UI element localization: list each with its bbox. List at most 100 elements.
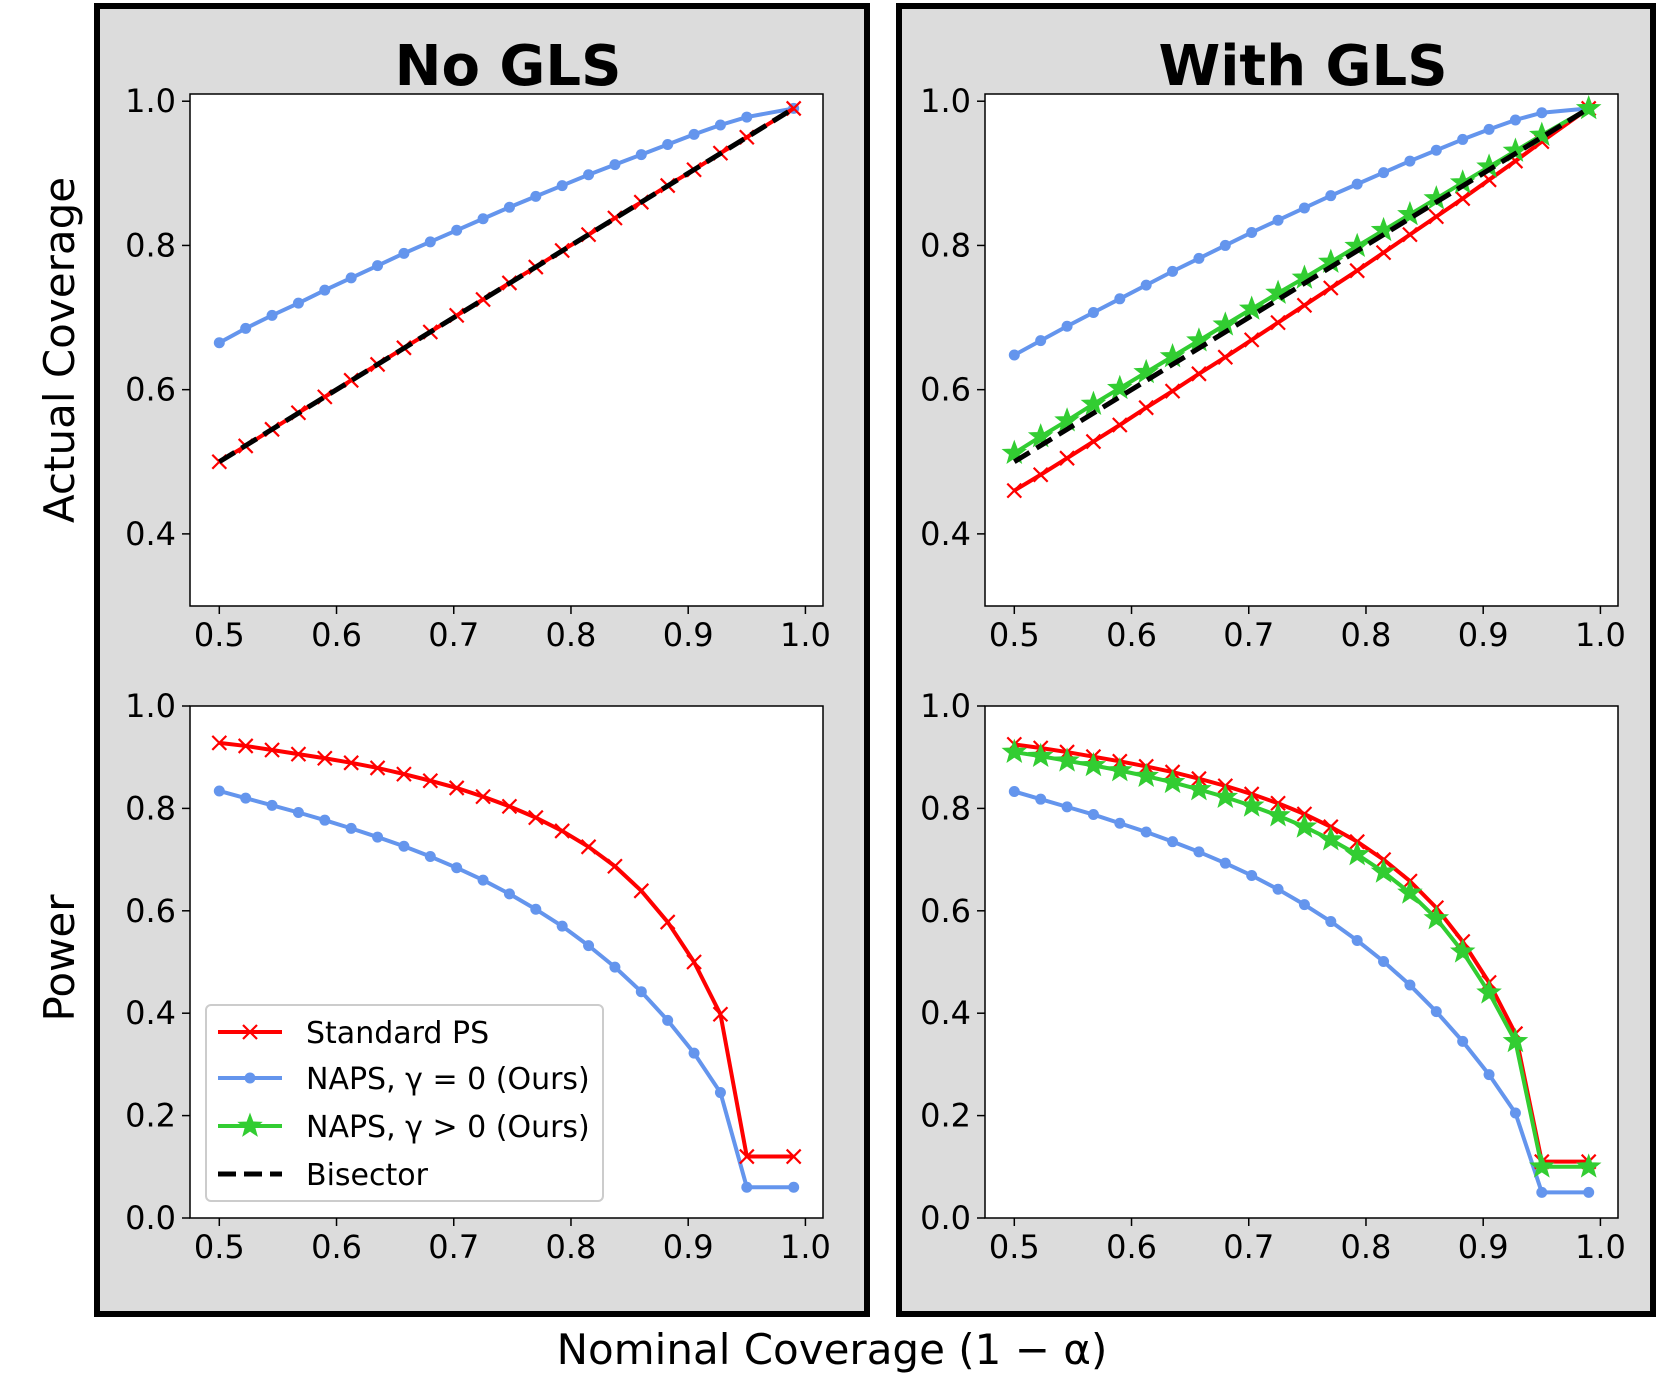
data-point-naps0: [1035, 793, 1047, 805]
x-tick-label: 1.0: [780, 1228, 831, 1266]
x-tick-label: 0.6: [1106, 1228, 1157, 1266]
data-point-standard: [712, 1006, 729, 1022]
data-point-standard: [1032, 466, 1049, 483]
legend-label-bisector: Bisector: [306, 1158, 429, 1193]
series-bisector: [1013, 106, 1590, 464]
x-tick-label: 0.5: [194, 616, 245, 654]
data-point-naps0: [292, 806, 304, 818]
series-line-standard: [219, 740, 794, 1159]
ylabel-power: Power: [35, 894, 84, 1022]
data-point-standard: [396, 766, 412, 782]
y-tick-label: 1.0: [920, 82, 971, 120]
data-point-standard: [1112, 417, 1128, 433]
data-point-naps0: [609, 159, 621, 171]
data-point-napsg: [1449, 938, 1476, 963]
x-tick-label: 0.5: [194, 1228, 245, 1266]
x-tick-label: 0.5: [989, 1228, 1040, 1266]
data-point-naps0: [609, 961, 621, 973]
data-point-naps0: [213, 785, 225, 797]
data-point-standard: [1006, 482, 1023, 499]
data-point-napsg: [1027, 423, 1054, 448]
xlabel-nominal-coverage: Nominal Coverage (1 − α): [557, 1325, 1108, 1374]
series-standard: [211, 735, 802, 1165]
axes-frame: [984, 705, 1619, 1219]
data-point-standard: [528, 809, 544, 826]
data-point-standard: [1059, 450, 1075, 466]
data-point-naps0: [477, 874, 489, 886]
legend-entry-naps0: NAPS, γ = 0 (Ours): [218, 1062, 590, 1097]
data-point-napsg: [1370, 858, 1397, 883]
data-point-napsg: [1265, 279, 1291, 304]
data-point-napsg: [1397, 879, 1423, 904]
data-point-naps0: [1536, 107, 1548, 119]
data-point-naps0: [1061, 320, 1073, 332]
x-tick-label: 0.9: [663, 616, 714, 654]
data-point-standard: [317, 750, 333, 767]
data-point-standard: [1243, 332, 1260, 348]
x-tick-label: 0.8: [546, 616, 597, 654]
series-line-napsg: [1014, 750, 1589, 1169]
data-point-napsg: [1423, 905, 1450, 930]
x-tick-label: 0.8: [546, 1228, 597, 1266]
data-point-naps0: [398, 840, 410, 852]
series-line-bisector: [1013, 106, 1590, 464]
data-point-napsg: [1265, 802, 1291, 827]
axes-coverage-no-gls: 0.5 0.6 0.7 0.8 0.9 1.0 0.4 0.6 0.8 1.0: [125, 82, 831, 654]
data-point-napsg: [1502, 1027, 1529, 1053]
data-point-napsg: [1238, 295, 1265, 320]
data-point-napsg: [1476, 979, 1502, 1004]
data-point-naps0: [635, 986, 647, 998]
legend-label-naps0: NAPS, γ = 0 (Ours): [306, 1062, 590, 1097]
data-point-naps0: [1325, 190, 1337, 202]
data-point-naps0: [635, 149, 647, 161]
x-tick-label: 0.6: [311, 1228, 362, 1266]
y-tick-label: 0.0: [125, 1199, 176, 1237]
data-point-standard: [580, 839, 597, 855]
data-point-napsg: [1027, 742, 1054, 768]
panel-title-with-gls: With GLS: [1158, 34, 1447, 99]
data-point-naps0: [1457, 1035, 1469, 1047]
data-point-standard: [633, 883, 650, 899]
data-point-standard: [1349, 262, 1365, 279]
data-point-napsg: [1159, 768, 1186, 794]
y-tick-label: 0.4: [920, 994, 971, 1032]
series-line-standard: [1014, 742, 1589, 1164]
data-point-naps0: [741, 111, 753, 123]
data-point-naps0: [240, 792, 252, 804]
data-point-naps0: [1167, 265, 1179, 277]
data-point-naps0: [319, 814, 331, 826]
data-point-naps0: [1008, 786, 1020, 798]
data-point-naps0: [1378, 955, 1390, 967]
data-point-naps0: [503, 201, 515, 213]
data-point-naps0: [451, 224, 463, 236]
series-naps0: [213, 102, 800, 349]
data-point-napsg: [1575, 1153, 1602, 1178]
series-line-standard: [1013, 106, 1590, 493]
data-point-naps0: [1378, 167, 1390, 179]
data-point-napsg: [1318, 826, 1344, 851]
y-tick-label: 1.0: [125, 687, 176, 725]
x-tick-label: 1.0: [1575, 1228, 1626, 1266]
x-tick-label: 0.7: [1223, 1228, 1274, 1266]
data-point-napsg: [1080, 751, 1107, 777]
x-tick-label: 0.5: [989, 616, 1040, 654]
data-point-standard: [1428, 208, 1445, 225]
data-point-standard: [1402, 226, 1418, 243]
data-point-standard: [659, 914, 676, 930]
series-line-bisector: [218, 106, 795, 464]
data-point-standard: [1138, 399, 1154, 416]
data-point-naps0: [213, 337, 225, 349]
data-point-naps0: [688, 128, 700, 140]
y-tick-label: 0.4: [920, 515, 971, 553]
data-point-naps0: [714, 1087, 726, 1099]
data-point-napsg: [1344, 841, 1370, 866]
data-point-naps0: [1325, 916, 1337, 928]
legend-label-standard: Standard PS: [306, 1016, 489, 1051]
data-point-napsg: [1001, 439, 1028, 464]
x-tick-label: 1.0: [1575, 616, 1626, 654]
data-point-naps0: [1483, 1069, 1495, 1081]
data-point-naps0: [1430, 1006, 1442, 1018]
data-point-naps0: [1509, 114, 1521, 126]
data-point-naps0: [1140, 826, 1152, 838]
data-point-napsg: [1238, 792, 1265, 817]
